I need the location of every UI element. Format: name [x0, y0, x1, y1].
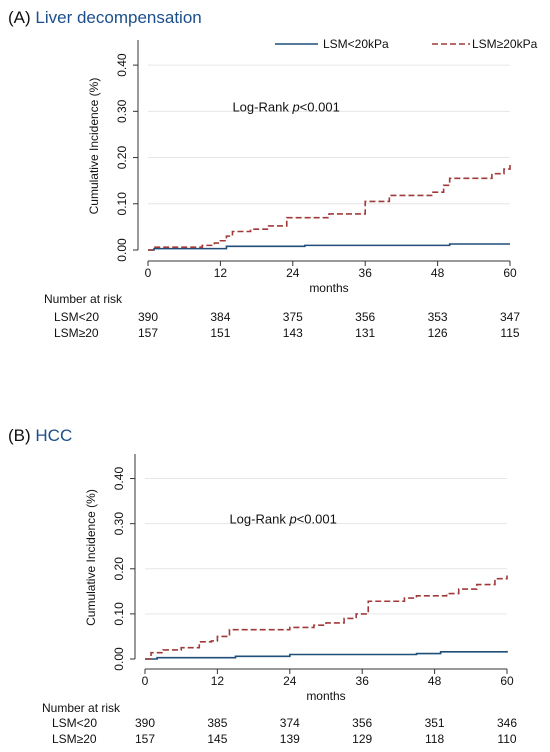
- logrank-annotation: Log-Rank p<0.001: [229, 512, 336, 527]
- annotation-prefix: Log-Rank: [232, 99, 292, 114]
- x-tick-label: 60: [503, 266, 517, 280]
- risk-value: 118: [425, 732, 444, 746]
- risk-value: 157: [138, 326, 158, 340]
- risk-value: 129: [352, 732, 372, 746]
- panel-liver-decompensation: (A) Liver decompensation 0.00 0.10 0.20 0.3…: [8, 8, 538, 340]
- y-axis-label: Cumulative Incidence (%): [87, 78, 101, 215]
- risk-value: 145: [207, 732, 227, 746]
- series-line-lsm-lt20: [148, 243, 510, 251]
- y-tick-label: 0.20: [115, 146, 129, 170]
- x-tick-label: 60: [500, 674, 514, 688]
- km-chart-a: 0.00 0.10 0.20 0.30 0.40 Cumulative Incidence…: [44, 37, 538, 340]
- panel-hcc: (B) HCC 0.00 0.10 0.20 0.30 0.40 Cumulative I…: [0, 376, 550, 752]
- risk-value: 356: [355, 310, 375, 324]
- panel-title: (A) Liver decompensation: [8, 8, 202, 28]
- y-tick-label: 0.00: [115, 238, 129, 262]
- x-tick-label: 24: [286, 266, 300, 280]
- risk-row-label: LSM≥20: [54, 326, 99, 340]
- x-tick-label: 36: [356, 674, 370, 688]
- x-tick-label: 0: [145, 266, 152, 280]
- y-tick-label: 0.10: [112, 602, 126, 626]
- risk-value: 115: [500, 326, 519, 340]
- risk-value: 384: [210, 310, 230, 324]
- series-line-lsm-lt20: [145, 650, 508, 660]
- risk-value: 126: [428, 326, 448, 340]
- risk-value: 151: [210, 326, 230, 340]
- risk-value: 351: [425, 716, 445, 730]
- risk-value: 353: [428, 310, 448, 324]
- y-tick-label: 0.30: [115, 99, 129, 123]
- chart-title: HCC: [35, 426, 73, 445]
- x-tick-label: 12: [214, 266, 228, 280]
- annotation-suffix: <0.001: [300, 99, 340, 114]
- y-tick-label: 0.10: [115, 192, 129, 216]
- risk-row-label: LSM≥20: [52, 732, 97, 746]
- panel-label: (A): [8, 8, 31, 27]
- risk-value: 385: [207, 716, 227, 730]
- risk-value: 347: [500, 310, 520, 324]
- panel-label: (B): [8, 426, 31, 445]
- legend-label: LSM≥20kPa: [472, 37, 538, 51]
- x-axis-label: months: [306, 689, 345, 703]
- risk-value: 390: [138, 310, 158, 324]
- series-line-lsm-ge20: [145, 575, 508, 660]
- y-tick-label: 0.00: [112, 647, 126, 671]
- y-tick-label: 0.40: [115, 53, 129, 77]
- risk-value: 375: [283, 310, 303, 324]
- chart-title: Liver decompensation: [35, 8, 202, 27]
- annotation-prefix: Log-Rank: [229, 512, 289, 527]
- x-tick-label: 24: [283, 674, 297, 688]
- series-line-lsm-ge20: [148, 164, 511, 251]
- risk-value: 143: [283, 326, 303, 340]
- risk-table-header: Number at risk: [44, 292, 123, 306]
- x-tick-label: 36: [359, 266, 373, 280]
- x-tick-label: 48: [428, 674, 442, 688]
- risk-value: 390: [135, 716, 155, 730]
- x-tick-label: 0: [142, 674, 149, 688]
- risk-table-header: Number at risk: [42, 701, 121, 715]
- risk-value: 356: [352, 716, 372, 730]
- annotation-suffix: <0.001: [297, 512, 337, 527]
- legend-label: LSM<20kPa: [323, 37, 389, 51]
- x-tick-label: 12: [211, 674, 225, 688]
- risk-value: 139: [280, 732, 300, 746]
- y-tick-label: 0.40: [112, 467, 126, 491]
- x-axis-label: months: [309, 281, 348, 295]
- x-tick-label: 48: [431, 266, 445, 280]
- annotation-p: p: [291, 99, 299, 114]
- km-chart-b: 0.00 0.10 0.20 0.30 0.40 Cumulative Incidence…: [42, 454, 517, 746]
- logrank-annotation: Log-Rank p<0.001: [232, 99, 339, 114]
- risk-row-label: LSM<20: [54, 310, 99, 324]
- risk-value: 157: [135, 732, 155, 746]
- y-tick-label: 0.30: [112, 512, 126, 536]
- annotation-p: p: [288, 512, 296, 527]
- panel-title: (B) HCC: [8, 426, 72, 446]
- y-tick-label: 0.20: [112, 557, 126, 581]
- risk-value: 110: [497, 732, 516, 746]
- risk-row-label: LSM<20: [52, 716, 97, 730]
- risk-value: 346: [497, 716, 517, 730]
- y-axis-label: Cumulative Incidence (%): [84, 489, 98, 626]
- risk-value: 374: [280, 716, 300, 730]
- risk-value: 131: [355, 326, 375, 340]
